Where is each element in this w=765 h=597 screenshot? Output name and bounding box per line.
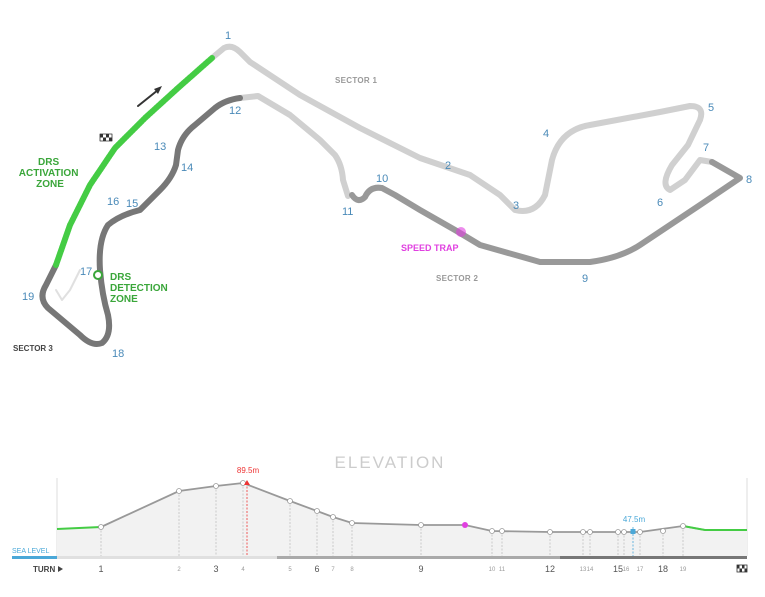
turn-number: 13 [154,141,166,153]
turn-number: 16 [107,196,119,208]
turn-number: 4 [543,128,549,140]
track-sector-2 [349,159,743,265]
elevation-drs-start [56,526,102,530]
turn-number: 7 [703,142,709,154]
sea-level-bar [12,556,57,559]
turn-number: 8 [746,174,752,186]
sector-2-label: SECTOR 2 [436,274,479,283]
turn-tick: 5 [288,567,292,573]
sector-1-label: SECTOR 1 [335,76,378,85]
turn-tick: 3 [213,564,218,574]
sector-1-bar [57,556,277,559]
elevation-min-marker [630,529,636,534]
pit-lane [55,269,81,301]
turn-tick: 12 [545,564,555,574]
turn-axis-ticks: 1 2 3 4 5 6 7 8 9 10 11 12 13 14 15 16 1… [98,564,687,574]
elevation-drs-end [682,525,747,531]
drs-activation-zone-line [53,55,215,268]
elevation-turn-markers [98,480,686,535]
turn-tick: 11 [499,567,506,573]
elevation-min-label: 47.5m [623,515,646,524]
track-sector-3 [39,95,243,347]
turn-number: 17 [80,266,92,278]
turn-number: 6 [657,197,663,209]
turn-number: 3 [513,200,519,212]
sea-level-label: SEA LEVEL [12,548,49,555]
turn-numbers: 1 2 3 4 5 6 7 8 9 10 11 12 13 14 15 16 1… [22,30,752,360]
turn-number: 19 [22,291,34,303]
elevation-line [100,482,706,533]
turn-tick: 15 [613,564,623,574]
speed-trap-point [456,227,466,237]
speed-trap-label: SPEED TRAP [401,243,459,253]
turn-tick: 1 [98,564,103,574]
finish-flag-icon [736,564,748,573]
turn-tick: 9 [418,564,423,574]
turn-number: 5 [708,102,714,114]
turn-tick: 6 [314,564,319,574]
turn-number: 10 [376,173,388,185]
elevation-area [57,483,747,556]
turn-number: 14 [181,162,193,174]
elevation-max-marker [244,480,250,485]
elevation-title: ELEVATION [335,453,446,472]
turn-axis-label: TURN [33,565,55,574]
turn-tick: 7 [331,567,335,573]
turn-tick: 2 [177,567,181,573]
sector-2-bar [277,556,560,559]
track-sector-1 [209,43,715,214]
turn-tick: 19 [680,567,687,573]
track-map [39,43,743,347]
turn-tick: 8 [350,567,354,573]
elevation-max-label: 89.5m [237,466,260,475]
turn-number: 11 [342,206,353,218]
turn-number: 12 [229,105,241,117]
turn-number: 2 [445,160,451,172]
checkered-flag-icon [99,133,113,142]
turn-tick: 16 [623,567,630,573]
sector-3-bar [560,556,747,559]
turn-tick: 10 [489,567,496,573]
turn-number: 9 [582,273,588,285]
drs-activation-label: DRS ACTIVATION ZONE [19,157,81,190]
turn-tick: 13 [580,567,587,573]
turn-number: 1 [225,30,231,42]
sector-3-label: SECTOR 3 [13,344,53,353]
turn-drop-lines [100,483,684,556]
turn-number: 18 [112,348,124,360]
drs-detection-label: DRS DETECTION ZONE [110,272,171,305]
turn-tick: 18 [658,564,668,574]
drs-detection-point [93,270,103,280]
turn-number: 15 [126,198,138,210]
turn-tick: 17 [637,567,644,573]
track-sector-1-inner [237,93,351,199]
turn-axis-arrow-icon [58,566,63,572]
direction-arrow-icon [137,86,162,107]
turn-tick: 14 [587,567,594,573]
turn-tick: 4 [241,567,245,573]
elevation-speed-trap-marker [462,522,468,528]
elevation-profile [56,478,748,556]
